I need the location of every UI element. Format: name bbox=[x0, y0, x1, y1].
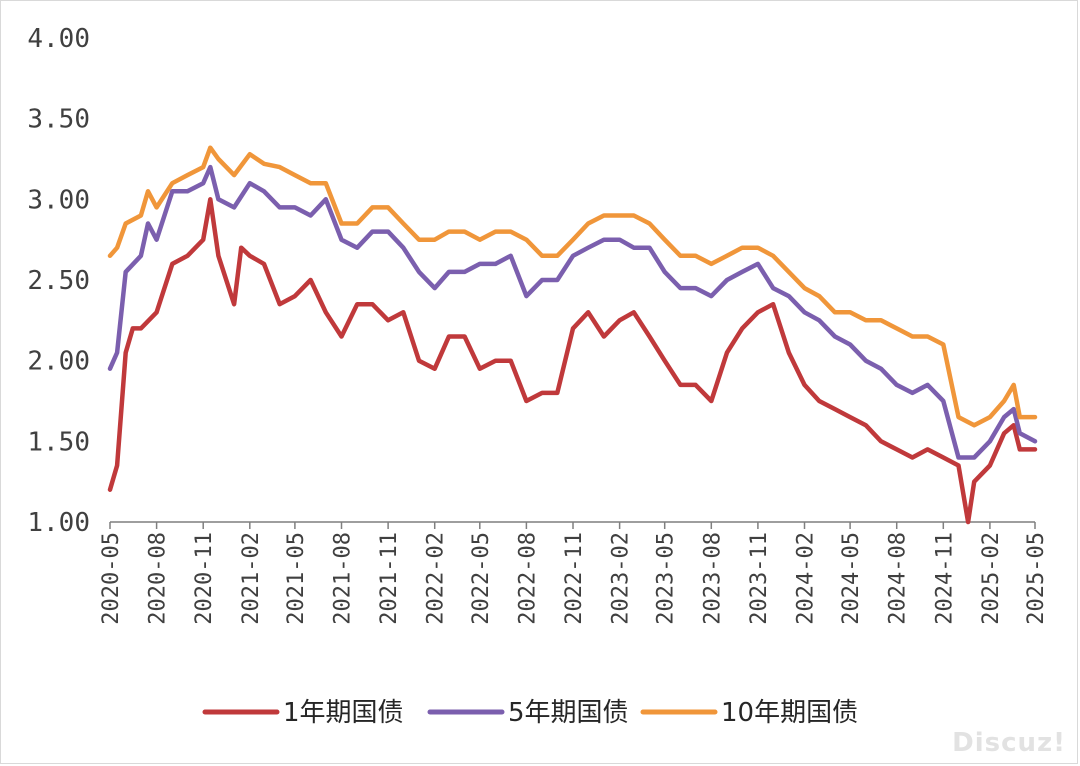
x-tick-label: 2021-02 bbox=[239, 532, 264, 625]
legend-label: 5年期国债 bbox=[508, 698, 629, 728]
x-tick-label: 2023-05 bbox=[654, 532, 679, 625]
x-tick-label: 2023-08 bbox=[700, 532, 725, 625]
x-tick-label: 2024-08 bbox=[886, 532, 911, 625]
x-tick-label: 2021-08 bbox=[331, 532, 356, 625]
x-tick-label: 2021-05 bbox=[284, 532, 309, 625]
series-line bbox=[107, 164, 1038, 460]
y-tick-label: 3.00 bbox=[27, 185, 90, 215]
x-tick-label: 2022-08 bbox=[515, 532, 540, 625]
y-axis: 1.00 1.50 2.00 2.50 3.00 3.50 4.00 bbox=[27, 24, 90, 538]
x-tick-label: 2020-05 bbox=[99, 532, 124, 625]
y-tick-label: 4.00 bbox=[27, 24, 90, 54]
x-tick-label: 2025-02 bbox=[979, 532, 1004, 625]
x-tick-label: 2024-05 bbox=[839, 532, 864, 625]
x-tick-label: 2024-11 bbox=[932, 532, 957, 625]
legend-label: 10年期国债 bbox=[721, 698, 858, 728]
watermark-text: Discuz! bbox=[952, 728, 1066, 758]
series-line bbox=[107, 145, 1038, 428]
plot-area bbox=[107, 145, 1038, 525]
x-tick-label: 2023-02 bbox=[609, 532, 634, 625]
y-tick-label: 2.50 bbox=[27, 266, 90, 296]
legend: 1年期国债 5年期国债 10年期国债 bbox=[202, 698, 858, 728]
x-tick-label: 2025-05 bbox=[1024, 532, 1049, 625]
x-tick-label: 2020-08 bbox=[146, 532, 171, 625]
y-tick-label: 2.00 bbox=[27, 347, 90, 377]
y-tick-label: 3.50 bbox=[27, 105, 90, 135]
x-tick-label: 2022-05 bbox=[469, 532, 494, 625]
y-tick-label: 1.50 bbox=[27, 427, 90, 457]
x-tick-label: 2022-11 bbox=[562, 532, 587, 625]
x-tick-label: 2021-11 bbox=[377, 532, 402, 625]
x-tick-label: 2022-02 bbox=[424, 532, 449, 625]
x-tick-label: 2020-11 bbox=[192, 532, 217, 625]
legend-label: 1年期国债 bbox=[283, 698, 404, 728]
x-axis: 2020-05 2020-08 2020-11 2021-02 2021-05 2021-… bbox=[99, 521, 1049, 625]
x-tick-label: 2024-02 bbox=[794, 532, 819, 625]
y-tick-label: 1.00 bbox=[27, 508, 90, 538]
x-tick-label: 2023-11 bbox=[747, 532, 772, 625]
series-line bbox=[107, 197, 1038, 525]
